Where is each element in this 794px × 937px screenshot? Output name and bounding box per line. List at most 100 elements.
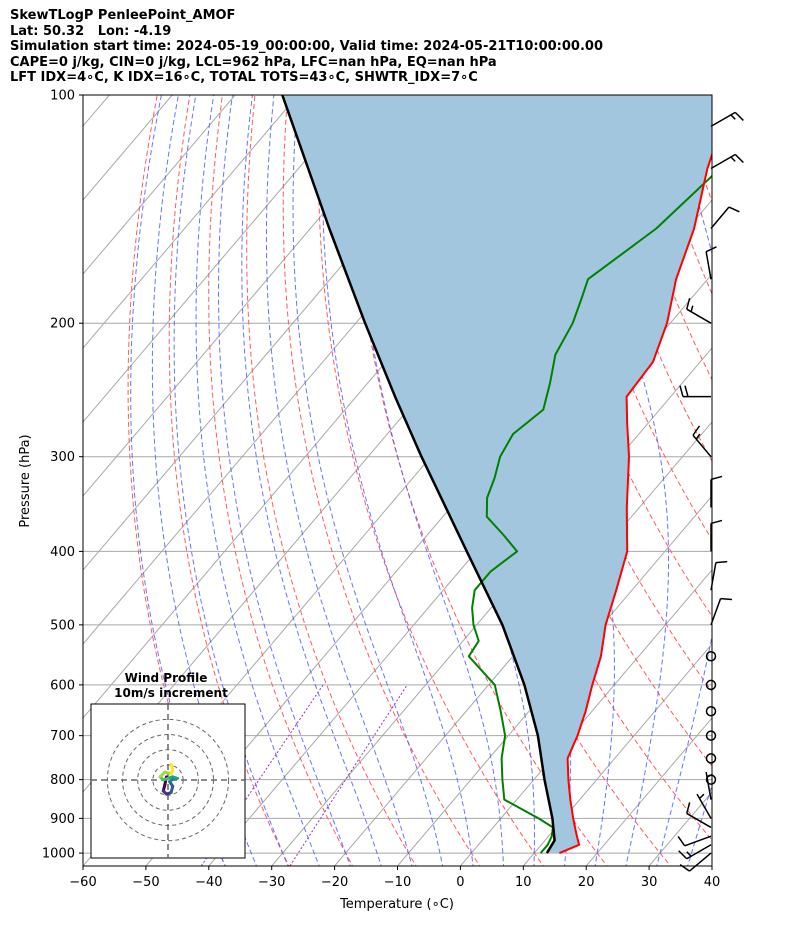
x-axis-label: Temperature (∘C) <box>339 897 454 912</box>
barb-staff <box>710 598 722 626</box>
isotherm-line <box>83 95 362 423</box>
dry-adiabat <box>776 95 794 869</box>
wind-barb <box>705 774 717 785</box>
barb-staff <box>684 835 712 847</box>
moist-adiabat <box>241 95 382 866</box>
parcel-profile-series <box>281 95 556 854</box>
isotherm-line <box>522 643 712 866</box>
y-tick-label: 700 <box>50 729 75 744</box>
moist-adiabat <box>321 95 474 866</box>
barb-half-flag <box>698 793 705 800</box>
x-tick-label: −40 <box>195 875 222 890</box>
y-tick-label: 500 <box>50 618 75 633</box>
barb-staff <box>686 812 712 829</box>
barb-flag <box>686 297 691 310</box>
isotherm-line <box>83 95 299 349</box>
barb-staff <box>692 434 712 458</box>
simulation-time: Simulation start time: 2024-05-19_00:00:… <box>10 39 603 55</box>
hodograph-trace <box>169 762 175 773</box>
y-tick-label: 800 <box>50 773 75 788</box>
barb-half-flag <box>690 305 694 312</box>
x-tick-label: 40 <box>704 875 721 890</box>
y-tick-label: 200 <box>50 317 75 332</box>
barb-half-flag <box>730 114 736 120</box>
x-tick-label: −20 <box>321 875 348 890</box>
barb-half-flag <box>730 156 736 162</box>
temperature-series <box>559 151 712 855</box>
barb-flag <box>710 519 723 525</box>
wind-barb <box>705 246 717 280</box>
x-tick-label: 10 <box>515 875 532 890</box>
wind-barb <box>678 844 712 860</box>
dry-adiabat <box>208 95 354 866</box>
dry-adiabat <box>744 95 794 869</box>
x-tick-label: 30 <box>641 875 658 890</box>
wind-barb <box>710 475 723 508</box>
dry-adiabat <box>710 95 712 100</box>
isotherm-line <box>334 421 712 866</box>
dry-adiabat <box>482 95 712 693</box>
wind-barb <box>677 835 712 847</box>
dewpoint-series <box>467 174 712 854</box>
barb-half-flag <box>686 851 692 857</box>
barb-staff <box>710 111 736 128</box>
barb-flag <box>705 246 717 253</box>
wind-barb <box>705 679 717 691</box>
calm-wind-marker <box>705 753 717 764</box>
wind-barb <box>679 385 711 398</box>
wind-barb <box>705 651 717 662</box>
y-tick-label: 600 <box>50 678 75 693</box>
barb-flag <box>679 385 684 397</box>
wind-barb <box>710 597 733 626</box>
dry-adiabat <box>282 95 481 866</box>
dewpoint-line <box>467 174 712 854</box>
hodograph-ring <box>106 718 230 842</box>
moist-adiabat <box>687 783 712 866</box>
chart-header: SkewTLogP PenleePoint_AMOF Lat: 50.32 Lon… <box>10 8 603 86</box>
wind-barb <box>710 560 728 591</box>
y-axis-label: Pressure (hPa) <box>18 434 33 527</box>
barb-flag <box>734 111 744 121</box>
x-tick-label: 20 <box>578 875 595 890</box>
y-tick-label: 900 <box>50 812 75 827</box>
barb-flag <box>678 850 688 860</box>
chart-title: SkewTLogP PenleePoint_AMOF <box>10 8 236 23</box>
moist-adiabat <box>749 95 794 869</box>
hodograph-title: Wind Profile <box>125 671 208 685</box>
x-tick-label: −10 <box>384 875 411 890</box>
isotherm-line <box>585 717 712 866</box>
moist-adiabat <box>718 95 794 869</box>
barb-staff <box>705 251 712 280</box>
wind-barb <box>686 297 712 324</box>
calm-wind-marker <box>705 774 717 785</box>
wind-barb <box>710 111 744 128</box>
mixing-ratio-line <box>289 684 408 866</box>
dry-adiabat <box>317 95 545 866</box>
y-tick-label: 1000 <box>42 847 75 862</box>
y-tick-label: 300 <box>50 450 75 465</box>
calm-wind-marker <box>705 679 717 691</box>
moist-adiabat <box>571 95 669 866</box>
moist-adiabat <box>265 95 413 866</box>
moist-adiabat <box>195 95 320 866</box>
wind-barb <box>705 730 717 741</box>
stability-params: CAPE=0 j/kg, CIN=0 j/kg, LCL=962 hPa, LF… <box>10 54 497 70</box>
barb-flag <box>692 425 701 436</box>
barb-flag <box>728 206 740 213</box>
x-tick-label: 0 <box>456 875 464 890</box>
isotherm-line <box>397 495 712 866</box>
hodograph-subtitle: 10m/s increment <box>114 686 228 700</box>
isotherm-line <box>83 95 425 497</box>
temperature-line <box>559 151 712 855</box>
barb-flag <box>686 802 691 814</box>
barb-flag <box>677 836 686 847</box>
x-tick-label: −50 <box>132 875 159 890</box>
calm-wind-marker <box>705 730 717 741</box>
barb-flag <box>715 560 728 564</box>
isotherm-line <box>711 865 712 866</box>
barb-half-flag <box>695 433 701 440</box>
moist-adiabat <box>173 95 289 866</box>
moist-adiabat <box>218 95 351 866</box>
moist-adiabat <box>292 95 444 866</box>
